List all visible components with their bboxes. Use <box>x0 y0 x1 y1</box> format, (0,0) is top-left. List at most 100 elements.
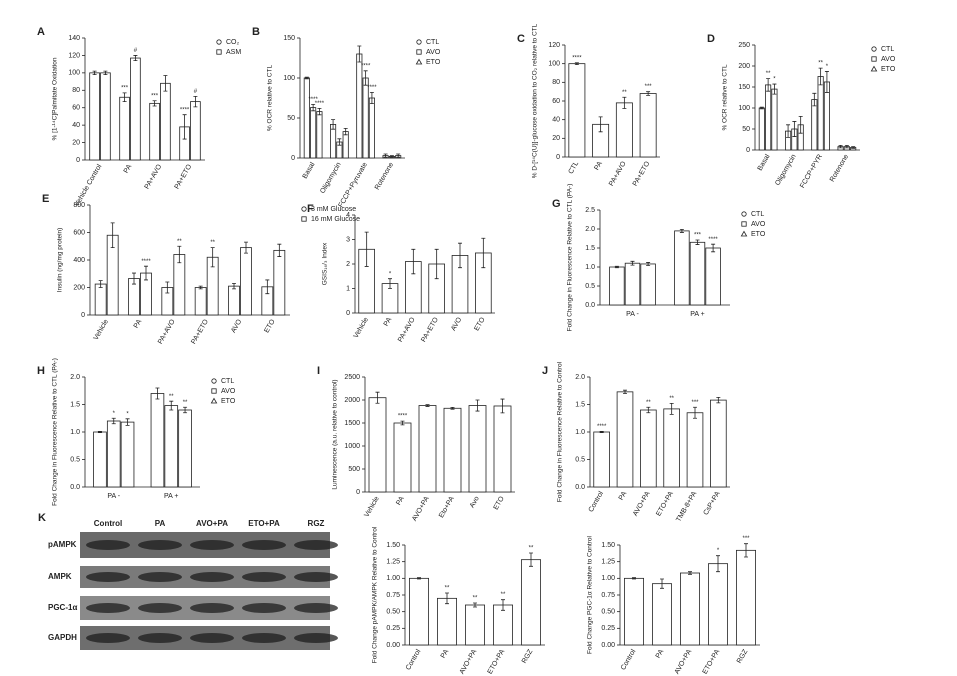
bar <box>465 604 485 646</box>
error-bar <box>614 265 619 269</box>
error-bar <box>210 247 215 268</box>
y-tick-label: 1500 <box>344 420 360 427</box>
panel-label: G <box>552 198 561 210</box>
panel: D % OCR relative to CTL 0 50 100 150 200 250 Bas… <box>707 33 896 190</box>
blot-band <box>86 540 130 550</box>
y-tick-label: 500 <box>348 466 360 473</box>
y-tick-label: 0.5 <box>575 456 585 463</box>
x-tick-label: CsP+PA <box>703 490 722 516</box>
x-tick-label: CTL <box>568 160 581 175</box>
legend-label: CTL <box>221 378 234 385</box>
y-tick-label: 80 <box>552 79 560 86</box>
x-tick-label: PA+ETO <box>174 163 194 191</box>
error-bar <box>343 128 348 136</box>
blot-band <box>138 603 182 613</box>
error-bar <box>786 124 791 138</box>
error-bar <box>812 92 817 107</box>
error-bar <box>177 245 182 264</box>
error-bar <box>646 91 651 96</box>
x-tick-label: Rotenone <box>374 161 395 191</box>
significance-label: *** <box>121 85 129 91</box>
y-tick-label: 40 <box>552 117 560 124</box>
panel: B % OCR relative to CTL 0 50 100 150 Basal ****… <box>252 26 441 209</box>
legend-symbol <box>741 221 747 227</box>
y-axis-label: Fold Change pAMPK/AMPK Relative to Contr… <box>372 526 379 663</box>
blot-band <box>242 572 286 582</box>
bar <box>130 57 141 161</box>
legend-symbol <box>301 216 307 222</box>
error-bar <box>277 243 282 257</box>
significance-label: ** <box>501 592 506 598</box>
error-bar <box>481 237 486 269</box>
x-tick-label: PA+AVO <box>157 318 177 346</box>
bar <box>652 583 672 646</box>
legend-label: ETO <box>751 231 766 238</box>
blot-band <box>190 572 234 582</box>
error-bar <box>716 555 720 573</box>
bar <box>194 287 207 316</box>
significance-label: # <box>134 48 138 54</box>
y-tick-label: 0.0 <box>70 484 80 491</box>
bar <box>240 247 252 316</box>
bar <box>94 283 107 316</box>
bar <box>817 76 824 151</box>
significance-label: **** <box>708 237 718 243</box>
error-bar <box>417 577 421 580</box>
significance-label: ** <box>669 396 674 402</box>
x-tick-label: Eto+PA <box>438 495 456 519</box>
x-tick-label: Basal <box>302 161 317 180</box>
legend-label: CTL <box>881 46 894 53</box>
bar <box>100 72 111 161</box>
significance-label: *** <box>694 233 702 239</box>
blot-column-label: ETO+PA <box>248 519 280 528</box>
x-tick-label: PA+AVO <box>144 163 164 191</box>
bar <box>273 249 286 316</box>
bar <box>164 405 179 488</box>
legend-label: ASM <box>226 49 241 56</box>
x-tick-label: PA+ETO <box>190 318 210 346</box>
error-bar <box>132 272 136 285</box>
x-tick-label: Vehicle <box>353 316 370 339</box>
y-tick-label: 200 <box>738 63 750 70</box>
significance-label: **** <box>572 55 582 61</box>
error-bar <box>434 248 439 280</box>
legend-label: ETO <box>221 398 236 405</box>
legend-label: AVO <box>221 388 236 395</box>
bar <box>674 230 690 306</box>
y-axis-label: Fold Change in Fluorescence Relative to … <box>557 361 564 502</box>
panel: J Fold Change in Fluorescence Relative to… <box>542 361 730 523</box>
y-axis-label: % [1-¹⁴C]Palmitate Oxidation <box>52 57 59 140</box>
panel: I Luminescence (a.u. relative to control)… <box>317 365 515 522</box>
x-tick-label: Control <box>588 490 606 513</box>
x-tick-label: PA <box>440 648 451 659</box>
error-bar <box>311 104 316 112</box>
error-bar <box>679 228 684 233</box>
significance-label: **** <box>597 424 607 430</box>
legend-symbol <box>415 58 423 65</box>
blot-band <box>190 540 234 550</box>
blot-band <box>138 572 182 582</box>
error-bar <box>331 119 336 130</box>
x-tick-label: PA+AVO <box>397 316 417 344</box>
x-tick-label: ETO <box>263 318 276 334</box>
significance-label: ** <box>169 394 174 400</box>
y-tick-label: 150 <box>738 84 750 91</box>
significance-label: * <box>773 77 776 83</box>
error-bar <box>851 146 856 149</box>
bar <box>615 102 633 158</box>
y-tick-label: 1.0 <box>585 264 595 271</box>
bar <box>150 393 165 488</box>
bar <box>640 409 657 488</box>
y-tick-label: 0.00 <box>386 642 400 649</box>
x-tick-label: ETO+PA <box>487 648 507 675</box>
significance-label: ** <box>177 239 182 245</box>
error-bar <box>759 106 764 110</box>
bar <box>771 88 778 151</box>
y-tick-label: 60 <box>72 105 80 112</box>
error-bar <box>798 116 803 134</box>
legend-symbol <box>871 46 877 52</box>
x-tick-label: Oligomycin <box>774 153 797 187</box>
y-tick-label: 1 <box>346 285 350 292</box>
bar <box>89 72 100 161</box>
x-tick-label: ETO <box>493 495 506 511</box>
